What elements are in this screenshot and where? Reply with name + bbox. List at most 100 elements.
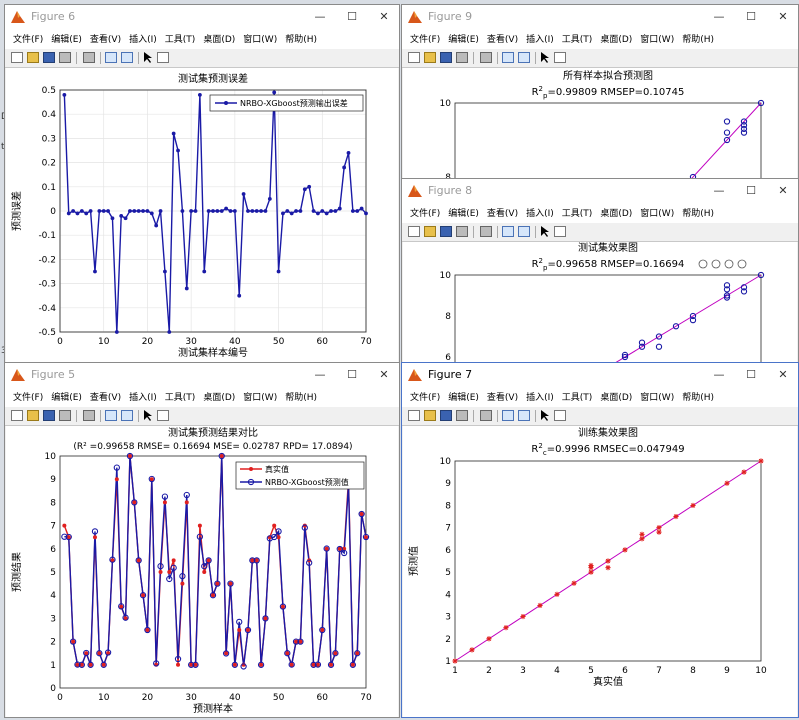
save-icon[interactable]	[440, 410, 452, 421]
title-bar[interactable]: Figure 8 — ☐ ✕	[402, 179, 798, 205]
property-inspector-icon[interactable]	[554, 226, 566, 237]
colorbar-icon[interactable]	[502, 52, 514, 63]
print-icon[interactable]	[456, 52, 468, 63]
menu-help[interactable]: 帮助(H)	[285, 393, 317, 403]
minimize-button[interactable]: —	[713, 10, 725, 23]
minimize-button[interactable]: —	[314, 10, 326, 23]
menu-edit[interactable]: 编辑(E)	[448, 209, 479, 219]
figure-5-window[interactable]: Figure 5 — ☐ ✕ 文件(F) 编辑(E) 查看(V) 插入(I) 工具(T)…	[4, 362, 400, 718]
close-button[interactable]: ✕	[379, 10, 389, 23]
maximize-button[interactable]: ☐	[746, 10, 756, 23]
link-plot-icon[interactable]	[480, 52, 492, 63]
menu-tools[interactable]: 工具(T)	[164, 393, 196, 403]
close-button[interactable]: ✕	[778, 368, 788, 381]
legend-icon[interactable]	[518, 52, 530, 63]
menu-tools[interactable]: 工具(T)	[561, 35, 593, 45]
open-file-icon[interactable]	[27, 410, 39, 421]
open-file-icon[interactable]	[424, 226, 436, 237]
menu-view[interactable]: 查看(V)	[486, 393, 519, 403]
prediction-comparison-chart[interactable]: 0 1 2 3 4 5 6 7 8 9 10 0 10 20 30 40 50 60 70 测试集预测结果对比 (R² …	[6, 426, 398, 717]
pointer-arrow-icon[interactable]	[540, 52, 550, 63]
print-icon[interactable]	[59, 52, 71, 63]
close-button[interactable]: ✕	[778, 10, 788, 23]
menu-window[interactable]: 窗口(W)	[243, 35, 278, 45]
property-inspector-icon[interactable]	[157, 410, 169, 421]
menu-insert[interactable]: 插入(I)	[526, 35, 554, 45]
save-icon[interactable]	[440, 52, 452, 63]
menu-view[interactable]: 查看(V)	[89, 393, 122, 403]
menu-insert[interactable]: 插入(I)	[129, 393, 157, 403]
print-icon[interactable]	[456, 410, 468, 421]
menu-file[interactable]: 文件(F)	[13, 393, 44, 403]
figure-8-window[interactable]: Figure 8 — ☐ ✕ 文件(F) 编辑(E) 查看(V) 插入(I) 工具(T)…	[401, 178, 799, 364]
menu-edit[interactable]: 编辑(E)	[51, 35, 82, 45]
new-figure-icon[interactable]	[11, 410, 23, 421]
maximize-button[interactable]: ☐	[746, 184, 756, 197]
property-inspector-icon[interactable]	[157, 52, 169, 63]
menu-insert[interactable]: 插入(I)	[526, 393, 554, 403]
menu-window[interactable]: 窗口(W)	[243, 393, 278, 403]
pointer-arrow-icon[interactable]	[143, 52, 153, 63]
figure-9-window[interactable]: Figure 9 — ☐ ✕ 文件(F) 编辑(E) 查看(V) 插入(I) 工具(T)…	[401, 4, 799, 184]
property-inspector-icon[interactable]	[554, 410, 566, 421]
save-icon[interactable]	[440, 226, 452, 237]
colorbar-icon[interactable]	[502, 410, 514, 421]
menu-file[interactable]: 文件(F)	[410, 35, 441, 45]
legend-icon[interactable]	[121, 410, 133, 421]
print-icon[interactable]	[59, 410, 71, 421]
colorbar-icon[interactable]	[105, 410, 117, 421]
menu-desktop[interactable]: 桌面(D)	[203, 35, 236, 45]
maximize-button[interactable]: ☐	[347, 368, 357, 381]
menu-view[interactable]: 查看(V)	[486, 209, 519, 219]
menu-edit[interactable]: 编辑(E)	[51, 393, 82, 403]
menu-help[interactable]: 帮助(H)	[682, 209, 714, 219]
open-file-icon[interactable]	[424, 52, 436, 63]
new-figure-icon[interactable]	[11, 52, 23, 63]
menu-help[interactable]: 帮助(H)	[682, 393, 714, 403]
close-button[interactable]: ✕	[778, 184, 788, 197]
legend-icon[interactable]	[518, 410, 530, 421]
maximize-button[interactable]: ☐	[746, 368, 756, 381]
menu-desktop[interactable]: 桌面(D)	[600, 393, 633, 403]
test-set-scatter-chart[interactable]: 测试集效果图 R2p=0.99658 RMSEP=0.16694 6 8 10	[403, 241, 797, 363]
menu-window[interactable]: 窗口(W)	[640, 35, 675, 45]
menu-tools[interactable]: 工具(T)	[561, 393, 593, 403]
menu-file[interactable]: 文件(F)	[410, 393, 441, 403]
error-line-chart[interactable]: -0.5 -0.4 -0.3 -0.2 -0.1 0 0.1 0.2 0.3 0.4 0.5 0 10 2…	[6, 68, 398, 365]
figure-7-window[interactable]: Figure 7 — ☐ ✕ 文件(F) 编辑(E) 查看(V) 插入(I) 工具(T)…	[401, 362, 799, 718]
link-plot-icon[interactable]	[480, 226, 492, 237]
link-plot-icon[interactable]	[480, 410, 492, 421]
menu-file[interactable]: 文件(F)	[13, 35, 44, 45]
open-file-icon[interactable]	[27, 52, 39, 63]
print-icon[interactable]	[456, 226, 468, 237]
close-button[interactable]: ✕	[379, 368, 389, 381]
pointer-arrow-icon[interactable]	[540, 226, 550, 237]
menu-edit[interactable]: 编辑(E)	[448, 35, 479, 45]
minimize-button[interactable]: —	[314, 368, 326, 381]
legend-icon[interactable]	[121, 52, 133, 63]
menu-file[interactable]: 文件(F)	[410, 209, 441, 219]
menu-view[interactable]: 查看(V)	[89, 35, 122, 45]
menu-desktop[interactable]: 桌面(D)	[600, 209, 633, 219]
title-bar[interactable]: Figure 6 — ☐ ✕	[5, 5, 399, 31]
menu-window[interactable]: 窗口(W)	[640, 209, 675, 219]
menu-edit[interactable]: 编辑(E)	[448, 393, 479, 403]
title-bar[interactable]: Figure 7 — ☐ ✕	[402, 363, 798, 389]
save-icon[interactable]	[43, 52, 55, 63]
menu-window[interactable]: 窗口(W)	[640, 393, 675, 403]
minimize-button[interactable]: —	[713, 184, 725, 197]
link-plot-icon[interactable]	[83, 410, 95, 421]
property-inspector-icon[interactable]	[554, 52, 566, 63]
new-figure-icon[interactable]	[408, 410, 420, 421]
title-bar[interactable]: Figure 9 — ☐ ✕	[402, 5, 798, 31]
menu-tools[interactable]: 工具(T)	[561, 209, 593, 219]
maximize-button[interactable]: ☐	[347, 10, 357, 23]
menu-view[interactable]: 查看(V)	[486, 35, 519, 45]
figure-6-window[interactable]: Figure 6 — ☐ ✕ 文件(F) 编辑(E) 查看(V) 插入(I) 工具(T)…	[4, 4, 400, 366]
menu-tools[interactable]: 工具(T)	[164, 35, 196, 45]
title-bar[interactable]: Figure 5 — ☐ ✕	[5, 363, 399, 389]
pointer-arrow-icon[interactable]	[143, 410, 153, 421]
menu-desktop[interactable]: 桌面(D)	[203, 393, 236, 403]
